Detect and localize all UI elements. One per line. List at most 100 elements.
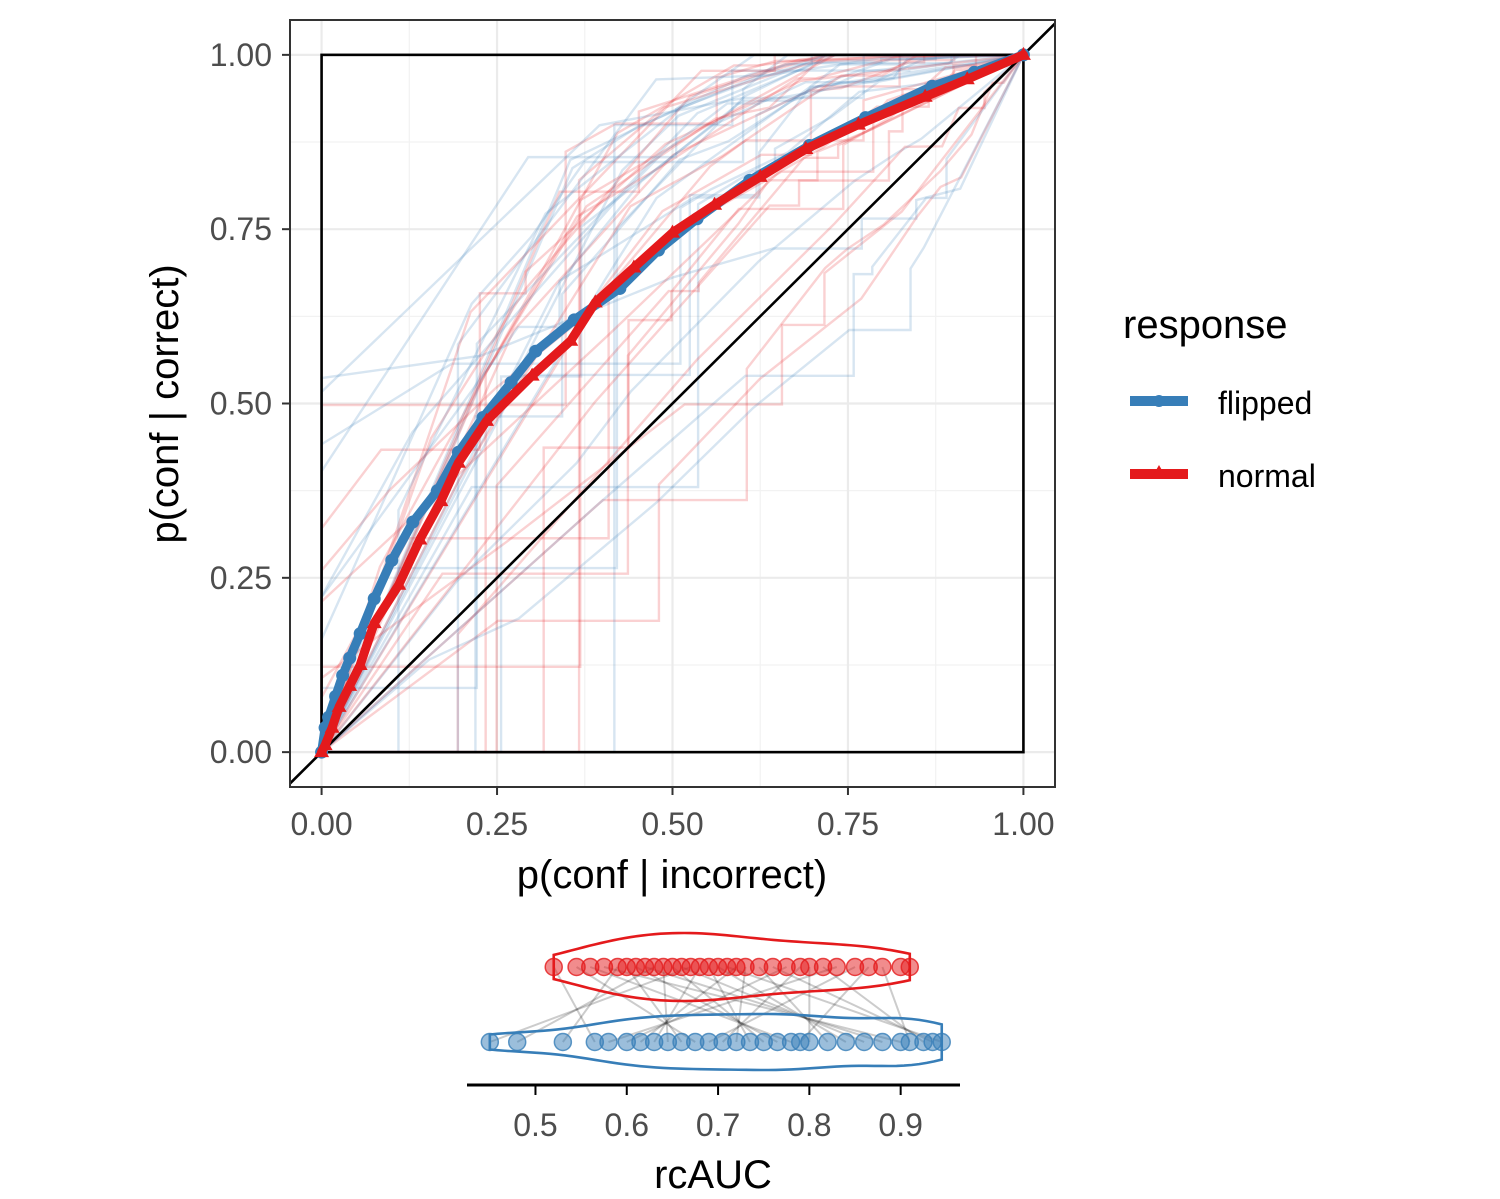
- roc-individual-curve: [320, 53, 1024, 753]
- roc-point-flipped: [529, 344, 543, 358]
- auc-pair-line: [662, 966, 669, 1043]
- roc-individual-curve: [320, 53, 1024, 753]
- auc-violin-flipped: [488, 1012, 944, 1072]
- roc-point-flipped: [385, 553, 399, 567]
- roc-series-normal: [314, 46, 1031, 758]
- roc-point-normal: [587, 294, 603, 308]
- auc-pair-line: [608, 966, 838, 1043]
- roc-point-flipped: [367, 592, 381, 606]
- auc-pair-line: [516, 966, 655, 1043]
- roc-x-tick-label: 1.00: [992, 806, 1054, 842]
- roc-x-tick-label: 0.25: [466, 806, 528, 842]
- auc-dot-normal: [827, 957, 846, 977]
- legend-title: response: [1123, 303, 1288, 347]
- legend-flipped-marker: [1153, 395, 1165, 407]
- roc-point-flipped: [353, 627, 367, 641]
- roc-point-normal: [959, 71, 975, 85]
- roc-individual-curve: [321, 53, 1024, 754]
- roc-y-tick-label: 1.00: [210, 37, 272, 73]
- roc-x-tick-label: 0.00: [290, 806, 352, 842]
- auc-x-tick-label: 0.8: [787, 1107, 831, 1143]
- auc-pair-line: [589, 966, 792, 1043]
- auc-pair-line: [721, 966, 801, 1043]
- roc-y-tick-label: 0.25: [210, 560, 272, 596]
- roc-point-normal: [707, 196, 723, 210]
- auc-x-tick-label: 0.9: [878, 1107, 922, 1143]
- roc-point-normal: [626, 259, 642, 273]
- auc-dot-flipped: [836, 1032, 856, 1052]
- auc-x-tick-label: 0.5: [513, 1107, 557, 1143]
- roc-individual-curve: [321, 53, 1025, 754]
- roc-y-tick-label: 0.75: [210, 211, 272, 247]
- auc-axis-ticks: 0.5 0.6 0.7 0.8 0.9: [513, 1085, 923, 1143]
- roc-individual-curve: [320, 54, 1025, 754]
- auc-pair-line: [735, 966, 747, 1043]
- auc-pair-line: [562, 966, 619, 1043]
- roc-individual-curve: [320, 53, 1024, 753]
- roc-point-normal: [331, 698, 347, 712]
- auc-pair-line: [681, 966, 865, 1043]
- roc-individual-curve: [320, 53, 1024, 753]
- roc-y-tick-label: 0.00: [210, 734, 272, 770]
- roc-reference-lines: [290, 21, 1055, 786]
- legend-label-normal: normal: [1218, 458, 1316, 494]
- roc-y-tick-label: 0.50: [210, 386, 272, 422]
- roc-point-normal: [412, 531, 428, 545]
- roc-point-flipped: [406, 515, 420, 529]
- roc-point-normal: [752, 168, 768, 182]
- auc-dot-normal: [544, 957, 563, 977]
- auc-dot-normal: [873, 957, 892, 977]
- auc-x-tick-label: 0.6: [605, 1107, 649, 1143]
- roc-point-normal: [524, 367, 540, 381]
- legend: response flipped normal: [1123, 303, 1316, 494]
- roc-individual-curve: [321, 53, 1024, 754]
- roc-point-normal: [1015, 46, 1031, 60]
- roc-point-normal: [917, 88, 933, 102]
- auc-violin-normal: [552, 931, 912, 1003]
- auc-dots: [480, 957, 951, 1052]
- roc-chance-diagonal: [290, 21, 1055, 786]
- auc-pair-line: [708, 966, 751, 1043]
- roc-point-normal: [352, 656, 368, 670]
- roc-individual-curve: [320, 53, 1024, 753]
- roc-x-tick-label: 0.50: [641, 806, 703, 842]
- auc-pair-line: [671, 966, 765, 1043]
- roc-mean-curves: [314, 46, 1031, 759]
- auc-pair-line: [726, 966, 943, 1043]
- roc-individual-curve: [320, 53, 1025, 753]
- roc-point-flipped: [343, 651, 357, 665]
- roc-point-normal: [314, 744, 330, 758]
- roc-individual-curve: [321, 53, 1024, 754]
- auc-dot-flipped: [854, 1032, 874, 1052]
- roc-point-normal: [342, 677, 358, 691]
- auc-violins: [488, 931, 944, 1072]
- auc-pair-line: [635, 966, 778, 1043]
- roc-axis-ticks: 0.00 0.25 0.50 0.75 1.00 0.00 0.25 0.50 0.75 1.00: [210, 37, 1055, 842]
- roc-point-normal: [433, 493, 449, 507]
- auc-pair-line: [772, 966, 934, 1043]
- roc-individual-curve: [320, 54, 1025, 754]
- roc-unit-square: [320, 53, 1025, 754]
- roc-panel: 0.00 0.25 0.50 0.75 1.00 0.00 0.25 0.50 0.75 1.00…: [143, 19, 1056, 897]
- roc-point-normal: [850, 116, 866, 130]
- auc-pair-line: [626, 966, 787, 1043]
- auc-dot-flipped: [800, 1032, 819, 1052]
- roc-x-tick-label: 0.75: [817, 806, 879, 842]
- auc-dot-flipped: [932, 1032, 951, 1052]
- roc-individual-curve: [320, 54, 1025, 753]
- roc-point-flipped: [336, 668, 350, 682]
- roc-individual-curve: [320, 53, 1024, 753]
- auc-pair-line: [576, 966, 696, 1043]
- roc-point-normal: [563, 332, 579, 346]
- auc-pair-line: [822, 966, 925, 1043]
- auc-pair-line: [639, 966, 737, 1043]
- legend-key-flipped: [1130, 395, 1188, 407]
- roc-y-axis-title: p(conf | correct): [143, 264, 187, 543]
- auc-dot-flipped: [599, 1032, 618, 1052]
- roc-individual-curve: [320, 53, 1024, 753]
- roc-point-normal: [450, 454, 466, 468]
- auc-x-axis-title: rcAUC: [654, 1153, 772, 1197]
- roc-point-normal: [479, 412, 495, 426]
- roc-point-normal: [366, 615, 382, 629]
- auc-pair-line: [799, 966, 870, 1043]
